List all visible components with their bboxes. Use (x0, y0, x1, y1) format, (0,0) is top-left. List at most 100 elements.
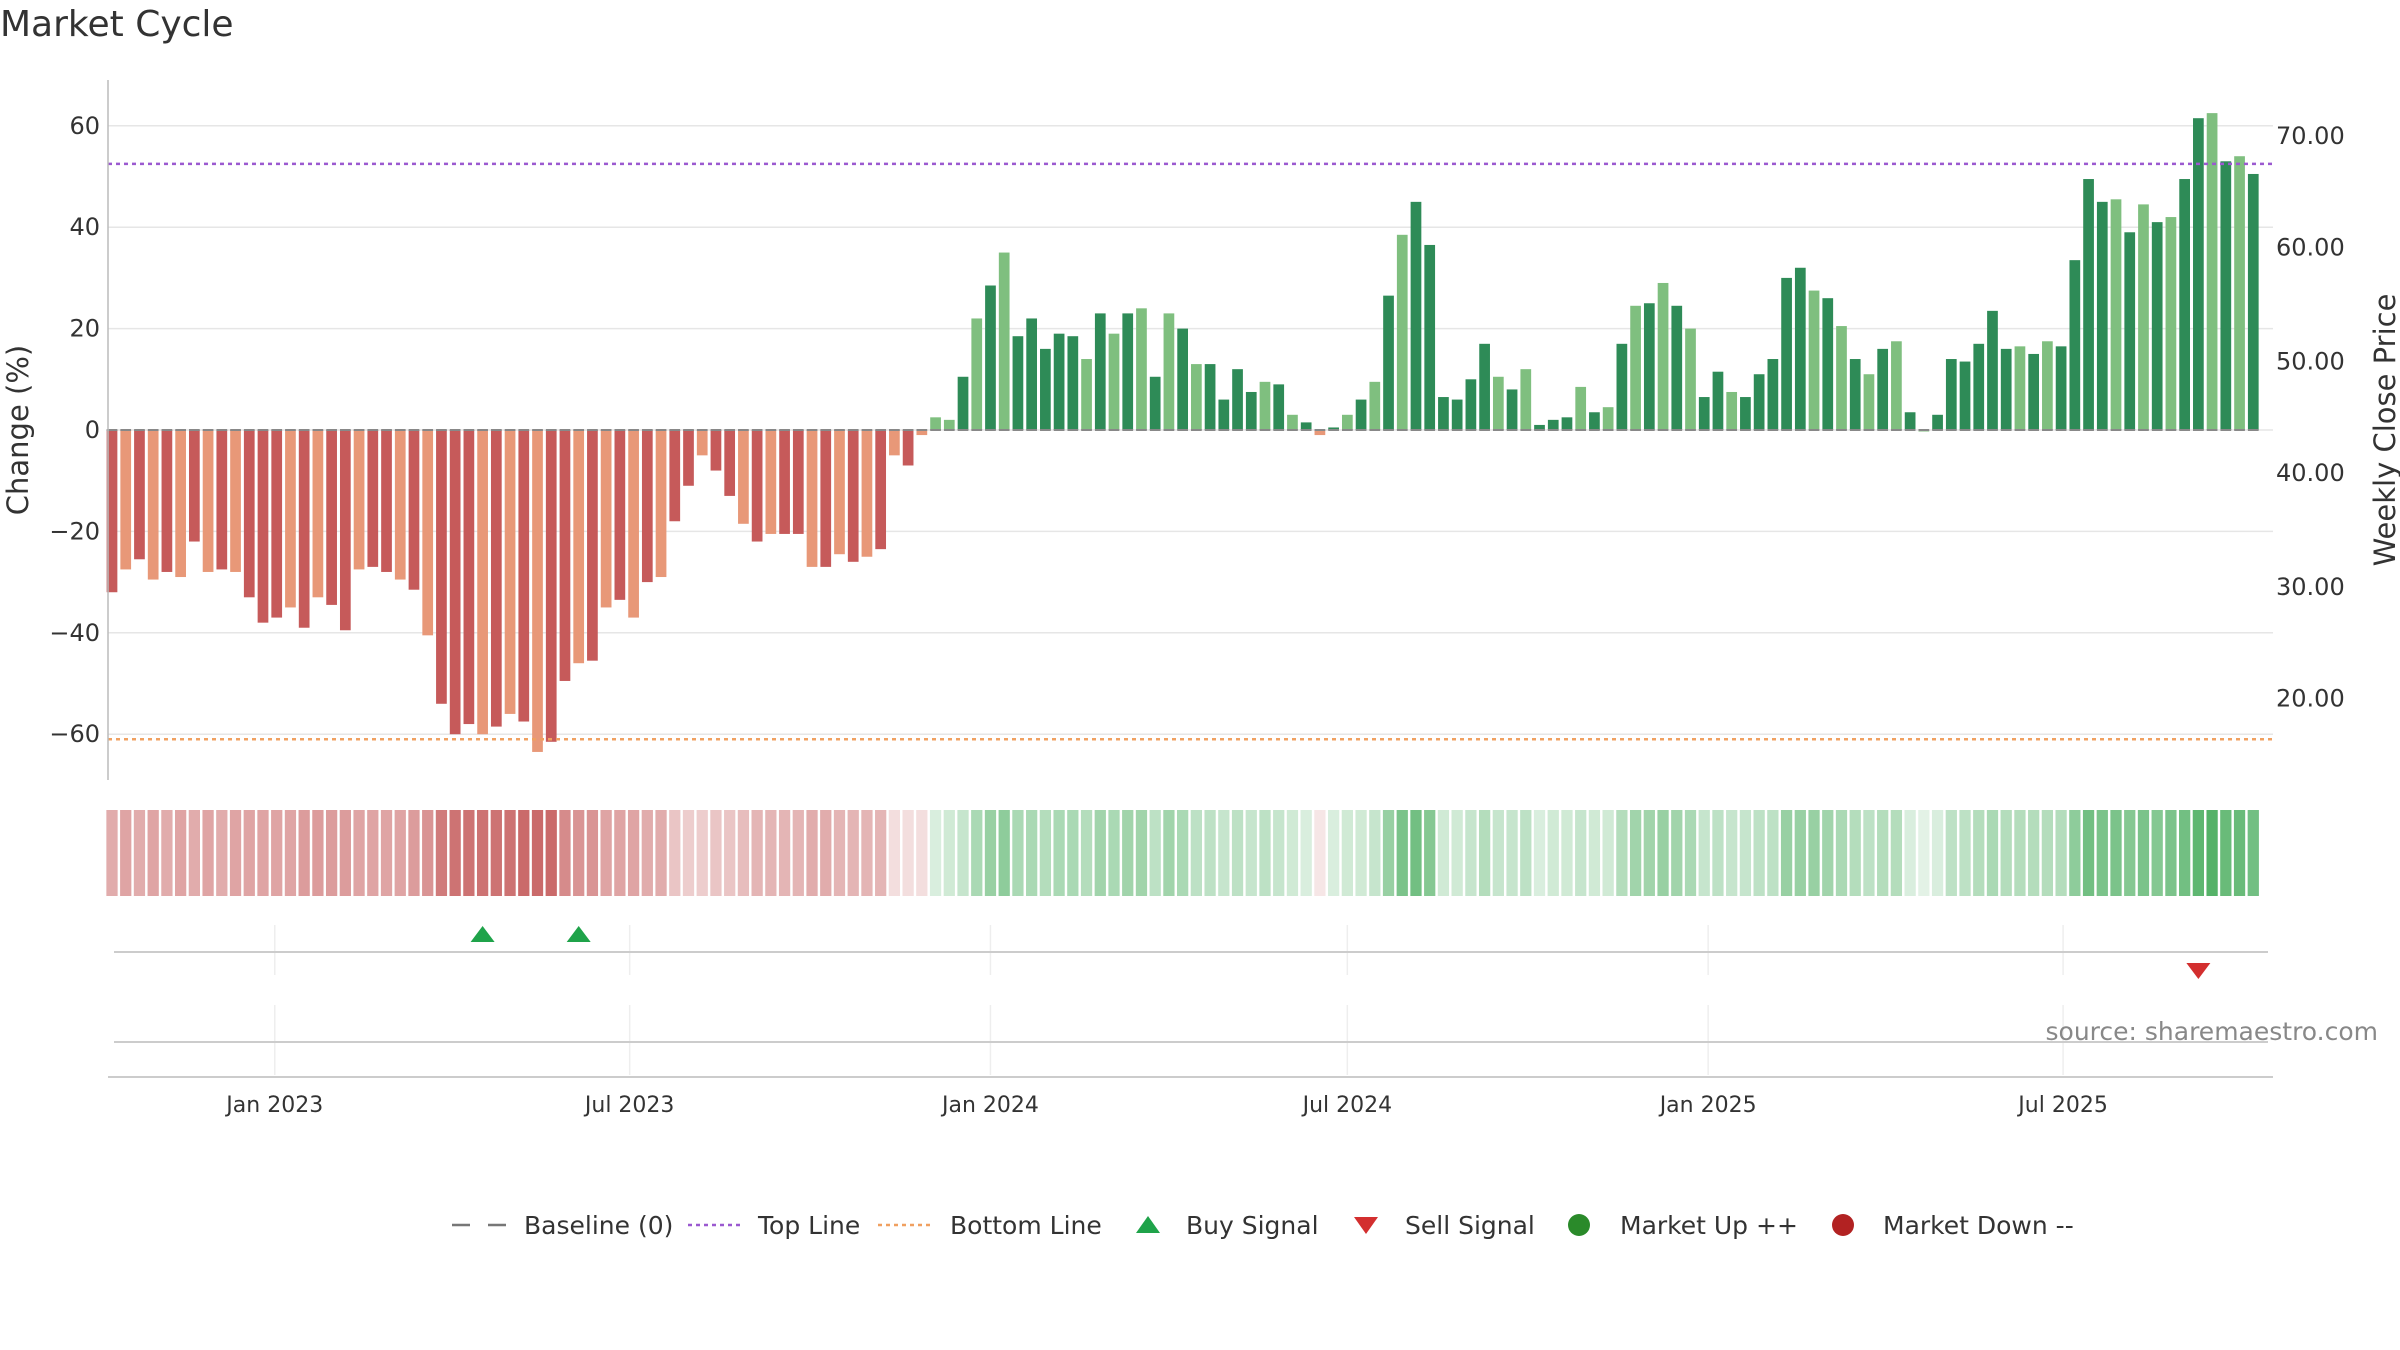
strip-cell (1478, 810, 1491, 896)
bar (1506, 389, 1518, 430)
strip-cell (463, 810, 475, 896)
bar (2014, 346, 2026, 430)
bar (1740, 397, 1751, 430)
legend-item: Sell Signal (1354, 1211, 1535, 1240)
bar (1287, 414, 1298, 430)
legend-swatch-triangle-up (1136, 1216, 1160, 1233)
bar (1163, 313, 1175, 430)
bar (1355, 399, 1367, 430)
strip-cell (229, 810, 242, 896)
y2-tick-label: 40.00 (2276, 459, 2345, 487)
bar (847, 430, 859, 562)
bar (202, 430, 214, 572)
bar (834, 430, 845, 555)
y-tick-label: 0 (85, 416, 100, 444)
strip-cell (1012, 810, 1024, 896)
strip-cell (1849, 810, 1861, 896)
strip-cell (284, 810, 297, 896)
strip-cell (1492, 810, 1504, 896)
bar (2220, 161, 2232, 431)
legend-label: Market Up ++ (1620, 1211, 1798, 1240)
strip-cell (929, 810, 942, 896)
bar (889, 430, 900, 456)
axis-layer: 60 40 20 0 −20 −40 −60 70.00 60.00 50.00 40.00 30.0… (49, 80, 2345, 1078)
strip-cell (833, 810, 846, 896)
bar (257, 430, 269, 623)
strip-cell (1259, 810, 1271, 896)
strip-cell (765, 810, 777, 896)
bar (600, 430, 612, 608)
legend-swatch-triangle-down (1354, 1217, 1378, 1234)
bar (381, 430, 392, 572)
bar (669, 430, 681, 522)
y-axis-title-left: Change (%) (1, 345, 35, 515)
bar (751, 430, 763, 542)
bar (1836, 326, 1847, 430)
strip-cell (545, 810, 557, 896)
strip-cell (847, 810, 859, 896)
strip-cell (1753, 810, 1765, 896)
y-tick-label: −60 (49, 720, 100, 748)
strip-cell (1286, 810, 1299, 896)
bar (1849, 359, 1861, 430)
strip-cell (1369, 810, 1381, 896)
bar (1232, 369, 1243, 430)
strip-cell (778, 810, 791, 896)
bar (875, 430, 887, 550)
strip-cell (559, 810, 571, 896)
bar (1959, 361, 1971, 430)
strip-cell (600, 810, 612, 896)
bar (985, 285, 996, 430)
strip-cell (106, 810, 118, 896)
strip-cell (2028, 810, 2040, 896)
bar (916, 430, 928, 436)
bar (1094, 313, 1106, 430)
bar (1053, 333, 1065, 430)
bar (1877, 348, 1889, 430)
strip-cell (2165, 810, 2177, 896)
strip-cell (710, 810, 722, 896)
strip-cell (1218, 810, 1230, 896)
strip-cell (1533, 810, 1546, 896)
x-tick-label: Jul 2023 (583, 1093, 675, 1118)
strip-cell (1973, 810, 1985, 896)
strip-cell (2000, 810, 2012, 896)
bar (504, 430, 516, 714)
strip-cell (614, 810, 626, 896)
bar (779, 430, 790, 534)
x-tick-label: Jul 2024 (1301, 1093, 1393, 1118)
bar (1424, 244, 1436, 430)
strip-cell (1341, 810, 1353, 896)
strip-cell (1767, 810, 1779, 896)
strip-cell (1657, 810, 1669, 896)
legend-swatch-circle (1832, 1214, 1854, 1236)
strip-cell (1945, 810, 1957, 896)
bar (1602, 407, 1614, 430)
strip-cell (1465, 810, 1477, 896)
strip-cell (1918, 810, 1930, 896)
strip-cell (1684, 810, 1697, 896)
strip-cell (1355, 810, 1367, 896)
bar (724, 430, 736, 496)
strip-cell (1643, 810, 1655, 896)
bar (2165, 217, 2177, 430)
legend-item: Top Line (688, 1211, 860, 1240)
bar (1932, 414, 1943, 430)
bar (1698, 397, 1710, 430)
strip-cell (1067, 810, 1079, 896)
strip-cell (504, 810, 516, 896)
bar (902, 430, 914, 466)
strip-cell (1327, 810, 1340, 896)
legend-item: Market Up ++ (1568, 1211, 1798, 1240)
bar (861, 430, 873, 557)
strip-cell (1080, 810, 1093, 896)
strip-cell (325, 810, 338, 896)
strip-cell (751, 810, 763, 896)
chart-title: Market Cycle (0, 4, 234, 45)
bar (1026, 318, 1038, 430)
strip-cell (2014, 810, 2026, 896)
bar (2138, 204, 2149, 430)
strip-cell (1177, 810, 1189, 896)
bar (161, 430, 173, 572)
